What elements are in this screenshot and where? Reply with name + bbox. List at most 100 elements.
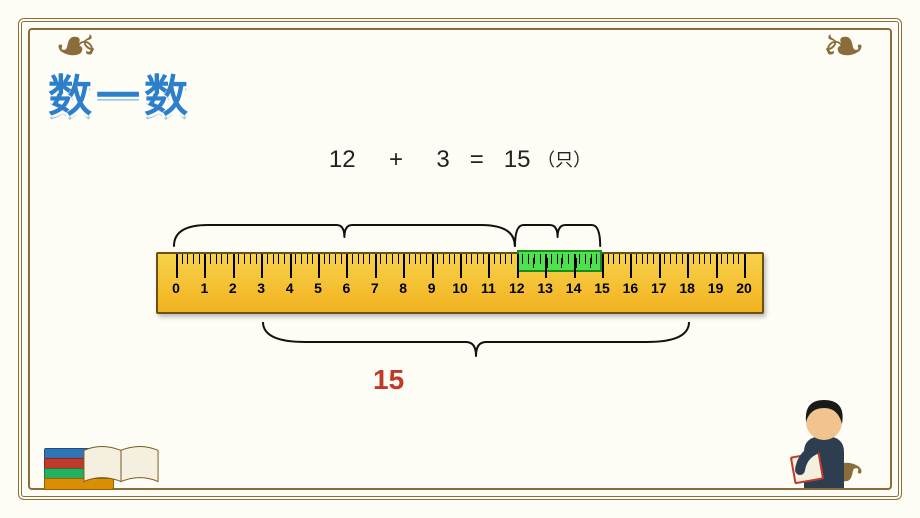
- tick-minor: [477, 254, 478, 264]
- tick-minor: [409, 254, 410, 264]
- tick-minor: [358, 254, 359, 264]
- tick-label: 14: [566, 280, 582, 296]
- tick-minor: [471, 254, 472, 264]
- page-title: 数一数: [48, 60, 192, 124]
- equation-unit: （只）: [537, 146, 591, 172]
- tick-major: [346, 254, 348, 278]
- tick-minor: [341, 254, 342, 264]
- tick-label: 16: [623, 280, 639, 296]
- tick-label: 4: [286, 280, 294, 296]
- tick-minor: [227, 254, 228, 264]
- tick-label: 7: [371, 280, 379, 296]
- tick-label: 18: [679, 280, 695, 296]
- tick-minor: [221, 254, 222, 264]
- tick-minor: [437, 254, 438, 264]
- tick-minor: [585, 254, 586, 264]
- tick-minor: [670, 254, 671, 264]
- tick-major: [630, 254, 632, 278]
- tick-label: 6: [342, 280, 350, 296]
- tick-minor: [642, 254, 643, 264]
- tick-label: 3: [257, 280, 265, 296]
- tick-minor: [693, 254, 694, 264]
- tick-major: [744, 254, 746, 278]
- brace-top-b: [513, 216, 602, 248]
- tick-minor: [483, 254, 484, 264]
- tick-major: [716, 254, 718, 278]
- tick-minor: [454, 254, 455, 264]
- tick-minor: [187, 254, 188, 264]
- tick-major: [261, 254, 263, 278]
- tick-label: 8: [399, 280, 407, 296]
- tick-minor: [528, 254, 529, 264]
- tick-label: 1: [200, 280, 208, 296]
- equation-b: 3: [436, 146, 449, 174]
- tick-minor: [420, 254, 421, 264]
- tick-minor: [324, 254, 325, 264]
- tick-label: 19: [708, 280, 724, 296]
- ruler-diagram: 01234567891011121314151617181920 15: [156, 252, 764, 314]
- tick-minor: [619, 254, 620, 264]
- tick-minor: [664, 254, 665, 264]
- tick-minor: [380, 254, 381, 264]
- equation-eq: =: [470, 146, 484, 174]
- ruler-scale: 01234567891011121314151617181920: [176, 254, 744, 312]
- tick-minor: [193, 254, 194, 264]
- tick-minor: [540, 254, 541, 264]
- tick-minor: [312, 254, 313, 264]
- tick-major: [659, 254, 661, 278]
- tick-minor: [699, 254, 700, 264]
- tick-minor: [505, 254, 506, 264]
- tick-minor: [653, 254, 654, 264]
- tick-minor: [329, 254, 330, 264]
- tick-major: [375, 254, 377, 278]
- tick-minor: [562, 254, 563, 264]
- tick-minor: [494, 254, 495, 264]
- tick-minor: [608, 254, 609, 264]
- equation-op: +: [389, 146, 403, 174]
- tick-minor: [295, 254, 296, 264]
- tick-major: [687, 254, 689, 278]
- tick-minor: [551, 254, 552, 264]
- tick-minor: [182, 254, 183, 264]
- tick-minor: [449, 254, 450, 264]
- tick-label: 20: [736, 280, 752, 296]
- tick-minor: [398, 254, 399, 264]
- tick-major: [318, 254, 320, 278]
- tick-label: 10: [452, 280, 468, 296]
- tick-minor: [199, 254, 200, 264]
- student-decoration: [766, 380, 876, 490]
- tick-minor: [267, 254, 268, 264]
- brace-top-a: [172, 216, 517, 248]
- tick-minor: [625, 254, 626, 264]
- tick-major: [517, 254, 519, 278]
- tick-major: [545, 254, 547, 278]
- tick-minor: [500, 254, 501, 264]
- tick-minor: [273, 254, 274, 264]
- equation-a: 12: [329, 146, 356, 174]
- tick-minor: [352, 254, 353, 264]
- tick-minor: [216, 254, 217, 264]
- tick-label: 5: [314, 280, 322, 296]
- tick-minor: [613, 254, 614, 264]
- tick-major: [488, 254, 490, 278]
- tick-minor: [238, 254, 239, 264]
- tick-minor: [278, 254, 279, 264]
- tick-minor: [534, 254, 535, 264]
- tick-major: [460, 254, 462, 278]
- tick-label: 17: [651, 280, 667, 296]
- tick-minor: [415, 254, 416, 264]
- equation-result: 15: [504, 146, 531, 174]
- tick-minor: [386, 254, 387, 264]
- tick-minor: [710, 254, 711, 264]
- tick-minor: [443, 254, 444, 264]
- tick-minor: [335, 254, 336, 264]
- tick-minor: [363, 254, 364, 264]
- tick-label: 2: [229, 280, 237, 296]
- tick-major: [233, 254, 235, 278]
- tick-minor: [727, 254, 728, 264]
- tick-major: [432, 254, 434, 278]
- tick-major: [574, 254, 576, 278]
- tick-minor: [579, 254, 580, 264]
- tick-minor: [369, 254, 370, 264]
- tick-label: 12: [509, 280, 525, 296]
